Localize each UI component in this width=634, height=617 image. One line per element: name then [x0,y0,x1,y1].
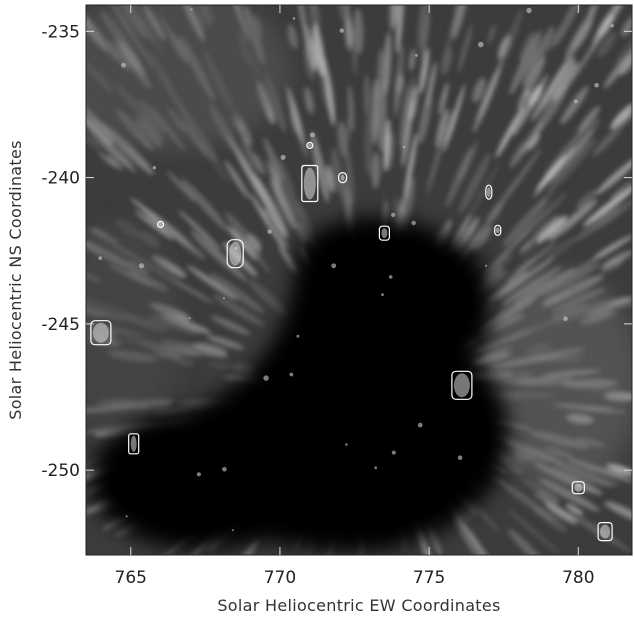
x-axis-title: Solar Heliocentric EW Coordinates [217,596,500,615]
bright-feature [486,187,491,198]
bright-feature [307,143,312,148]
contour-outline [485,184,493,200]
bright-feature [303,167,316,200]
y-tick-label: -250 [41,461,80,481]
contour-outline [90,320,112,346]
x-tick-label: 765 [115,568,147,588]
y-tick-label: -235 [41,22,80,42]
contour-outline [128,433,140,455]
y-tick-label: -240 [41,169,80,189]
contour-outline [597,521,613,542]
x-tick-label: 770 [264,568,296,588]
contour-outline [306,141,314,149]
bright-feature [158,222,163,227]
y-axis: -235 -240 -245 -250 [41,22,632,481]
x-tick-label: 780 [562,568,594,588]
contour-outline [301,164,319,203]
contour-overlay [90,141,613,542]
contour-outline [157,220,165,228]
x-tick-label: 775 [413,568,445,588]
bright-feature [92,322,109,343]
contour-outline [571,481,585,495]
bright-feature [574,483,583,492]
y-tick-label: -245 [41,315,80,335]
bright-feature [495,227,500,234]
contour-outline [494,224,502,236]
umbra [90,217,509,552]
contour-outline [451,370,473,400]
contour-outline [226,239,244,269]
y-axis-title: Solar Heliocentric NS Coordinates [6,140,25,420]
sunspot-image [86,5,632,555]
bright-feature [229,241,242,266]
bright-feature [600,524,611,539]
bright-feature [381,228,388,239]
contour-outline [338,172,348,184]
bright-feature [130,435,137,452]
x-axis: 765 770 775 780 [115,5,595,588]
bright-feature [340,174,345,181]
contour-outline [378,225,390,241]
bright-feature [453,373,470,398]
plot-frame [85,4,633,556]
